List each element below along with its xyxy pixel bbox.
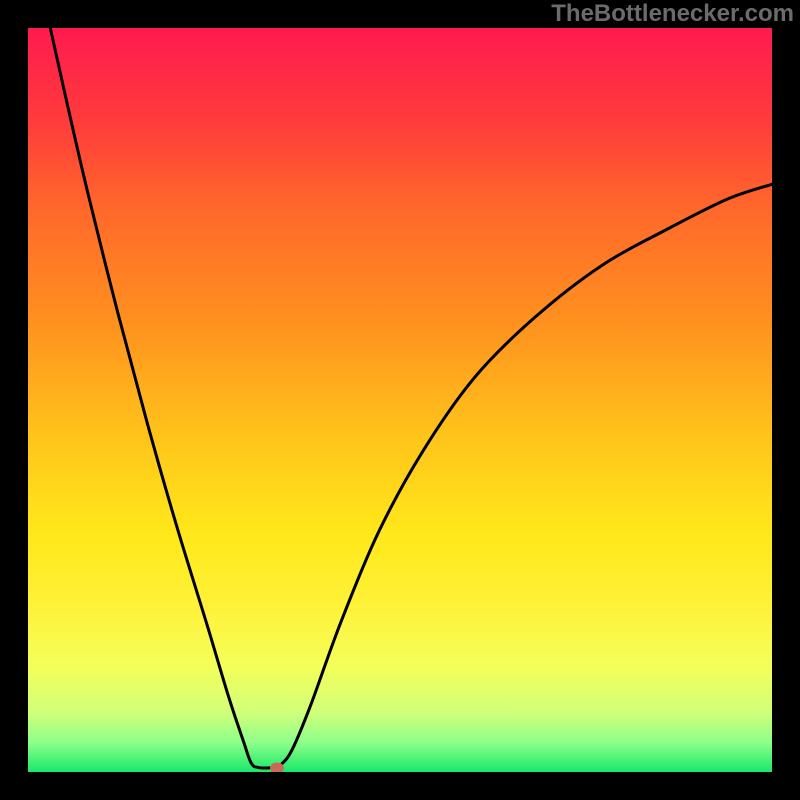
plot-area xyxy=(28,28,772,772)
frame-border-right xyxy=(772,0,800,800)
frame-border-bottom xyxy=(0,772,800,800)
curve-layer xyxy=(28,28,772,772)
bottleneck-curve xyxy=(50,28,772,768)
optimum-marker xyxy=(270,762,284,772)
frame-border-left xyxy=(0,0,28,800)
chart-frame: TheBottlenecker.com xyxy=(0,0,800,800)
watermark-text: TheBottlenecker.com xyxy=(551,0,794,28)
